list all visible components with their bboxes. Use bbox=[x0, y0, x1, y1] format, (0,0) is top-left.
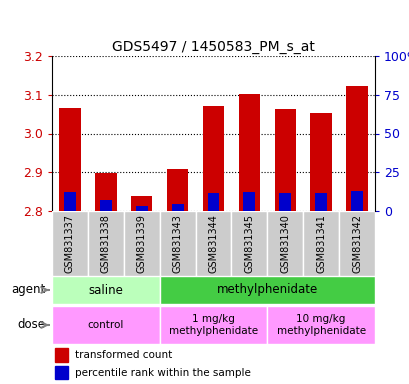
Text: percentile rank within the sample: percentile rank within the sample bbox=[74, 367, 250, 377]
Bar bbox=[55, 348, 68, 362]
Bar bbox=[303, 211, 338, 276]
Bar bbox=[243, 192, 255, 211]
Bar bbox=[159, 211, 195, 276]
Bar bbox=[130, 196, 152, 211]
Text: GSM831337: GSM831337 bbox=[65, 214, 75, 273]
Bar bbox=[55, 366, 68, 379]
Bar bbox=[350, 191, 362, 211]
Bar bbox=[59, 108, 81, 211]
Text: 1 mg/kg
methylphenidate: 1 mg/kg methylphenidate bbox=[169, 314, 257, 336]
Bar bbox=[166, 169, 188, 211]
Bar bbox=[202, 106, 224, 211]
Bar bbox=[267, 306, 374, 344]
Text: saline: saline bbox=[88, 283, 123, 296]
Text: GSM831339: GSM831339 bbox=[136, 214, 146, 273]
Text: GSM831341: GSM831341 bbox=[315, 214, 326, 273]
Bar bbox=[238, 94, 260, 211]
Bar bbox=[159, 306, 267, 344]
Bar bbox=[159, 276, 374, 304]
Bar bbox=[124, 211, 159, 276]
Text: GSM831340: GSM831340 bbox=[280, 214, 290, 273]
Bar bbox=[279, 193, 290, 211]
Bar bbox=[274, 109, 295, 211]
Title: GDS5497 / 1450583_PM_s_at: GDS5497 / 1450583_PM_s_at bbox=[112, 40, 314, 54]
Text: GSM831345: GSM831345 bbox=[244, 214, 254, 273]
Bar bbox=[310, 113, 331, 211]
Bar bbox=[171, 204, 183, 211]
Text: GSM831342: GSM831342 bbox=[351, 214, 361, 273]
Bar bbox=[100, 200, 112, 211]
Bar bbox=[88, 211, 124, 276]
Text: dose: dose bbox=[18, 318, 45, 331]
Bar bbox=[267, 211, 303, 276]
Text: control: control bbox=[88, 320, 124, 330]
Bar bbox=[52, 306, 159, 344]
Text: GSM831343: GSM831343 bbox=[172, 214, 182, 273]
Bar bbox=[135, 206, 147, 211]
Bar bbox=[346, 86, 367, 211]
Text: agent: agent bbox=[11, 283, 45, 296]
Bar bbox=[52, 276, 159, 304]
Bar bbox=[52, 211, 88, 276]
Text: 10 mg/kg
methylphenidate: 10 mg/kg methylphenidate bbox=[276, 314, 365, 336]
Bar bbox=[315, 193, 326, 211]
Bar bbox=[64, 192, 76, 211]
Text: transformed count: transformed count bbox=[74, 350, 171, 360]
Bar bbox=[95, 173, 116, 211]
Text: GSM831344: GSM831344 bbox=[208, 214, 218, 273]
Bar bbox=[231, 211, 267, 276]
Bar bbox=[338, 211, 374, 276]
Text: GSM831338: GSM831338 bbox=[101, 214, 110, 273]
Bar bbox=[207, 193, 219, 211]
Bar bbox=[195, 211, 231, 276]
Text: methylphenidate: methylphenidate bbox=[216, 283, 317, 296]
